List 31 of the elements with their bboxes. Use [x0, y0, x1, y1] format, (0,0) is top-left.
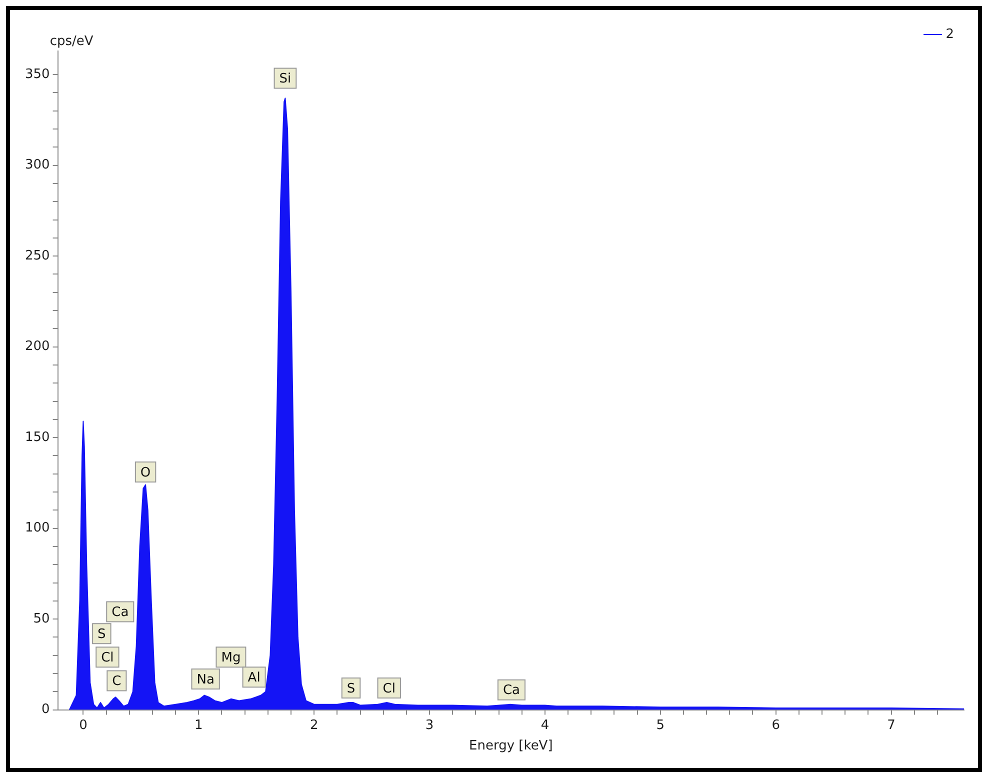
- annotation: O: [140, 465, 151, 480]
- y-tick-label: 50: [33, 611, 50, 626]
- x-tick-label: 3: [425, 718, 434, 733]
- annotation: Cl: [101, 650, 114, 666]
- legend-label: 2: [946, 26, 954, 42]
- annotation: Ca: [502, 683, 520, 698]
- y-tick-label: 350: [24, 66, 50, 82]
- y-tick-label: 200: [24, 339, 50, 354]
- annotation: Mg: [221, 650, 241, 666]
- x-tick-label: 7: [887, 718, 896, 733]
- x-tick-label: 1: [194, 718, 203, 733]
- annotation: Si: [279, 72, 292, 87]
- y-tick-label: 150: [24, 430, 50, 445]
- annotation: S: [346, 681, 356, 696]
- x-tick-label: 5: [656, 718, 665, 733]
- x-axis-title: Energy [keV]: [469, 738, 553, 754]
- x-tick-label: 6: [772, 718, 780, 733]
- y-tick-label: 100: [24, 520, 50, 536]
- y-tick-label: 0: [42, 702, 50, 718]
- x-tick-label: 0: [79, 718, 88, 733]
- annotation: S: [98, 626, 106, 642]
- x-tick-label: 4: [540, 718, 550, 733]
- y-tick-label: 250: [24, 248, 50, 264]
- annotation: Al: [248, 670, 260, 686]
- x-tick-label: 2: [310, 718, 318, 733]
- annotation: Cl: [382, 681, 396, 696]
- y-axis-title: cps/eV: [50, 34, 94, 49]
- annotation: C: [112, 674, 122, 690]
- y-tick-label: 300: [24, 158, 50, 173]
- annotation: Ca: [112, 605, 129, 620]
- annotation: Na: [196, 672, 214, 688]
